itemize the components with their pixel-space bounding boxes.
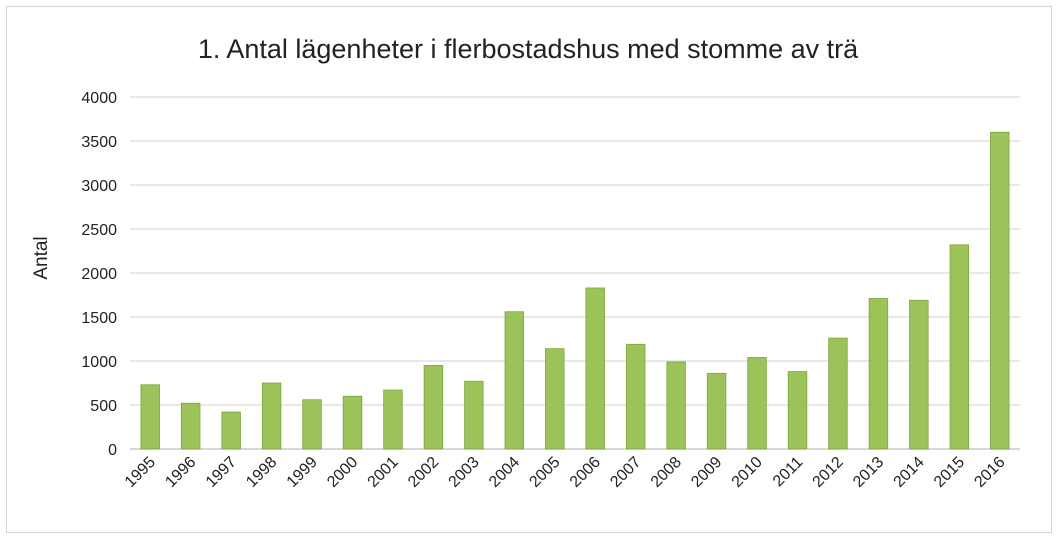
x-tick-label: 1996: [162, 454, 199, 491]
x-tick-label: 2013: [850, 454, 887, 491]
bar-1999: [302, 399, 322, 450]
x-tick-label: 2001: [365, 454, 402, 491]
bar-2013: [868, 298, 889, 450]
x-tick-label: 2008: [648, 454, 685, 491]
bar-2001: [383, 389, 403, 450]
x-tick-label: 2007: [607, 454, 644, 491]
y-tick-labels: 0 500 1000 1500 2000 2500 3000 3500 4000: [81, 90, 117, 459]
x-tick-label: 2016: [971, 454, 1008, 491]
bar-2002: [423, 364, 444, 450]
x-tick-label: 2003: [446, 454, 483, 491]
y-tick-label: 500: [90, 398, 117, 415]
bar-2007: [625, 343, 646, 450]
y-tick-label: 2000: [81, 266, 117, 283]
x-tick-labels: 1995 1996 1997 1998 1999 2000 2001 2002 2003 2004…: [122, 454, 1009, 491]
y-tick-label: 3000: [81, 178, 117, 195]
bars: [140, 131, 1010, 450]
bar-2012: [828, 337, 848, 450]
x-tick-label: 2004: [486, 454, 523, 491]
y-tick-label: 3500: [81, 134, 117, 151]
bar-2000: [342, 395, 363, 450]
y-tick-label: 1000: [81, 354, 117, 371]
bar-2016: [990, 131, 1010, 450]
bar-2010: [747, 357, 767, 450]
x-tick-label: 2006: [567, 454, 604, 491]
x-tick-label: 1997: [203, 454, 240, 491]
x-tick-label: 2005: [526, 454, 563, 491]
x-tick-label: 1998: [243, 454, 280, 491]
y-tick-label: 4000: [81, 90, 117, 107]
y-tick-label: 2500: [81, 222, 117, 239]
y-tick-label: 0: [108, 442, 117, 459]
bar-2015: [949, 244, 970, 450]
x-tick-label: 2002: [405, 454, 442, 491]
chart-title: 1. Antal lägenheter i flerbostadshus med…: [198, 34, 859, 64]
bar-1998: [261, 382, 282, 450]
x-tick-label: 2012: [810, 454, 847, 491]
bar-2004: [504, 311, 525, 450]
y-axis-label: Antal: [31, 236, 52, 279]
x-tick-label: 2010: [729, 454, 766, 491]
x-tick-label: 2015: [931, 454, 968, 491]
x-tick-label: 1995: [122, 454, 159, 491]
bar-2008: [666, 361, 686, 450]
bar-2006: [585, 287, 605, 450]
bar-2011: [787, 371, 808, 450]
x-tick-label: 1999: [284, 454, 321, 491]
bar-2014: [909, 299, 929, 450]
bar-2003: [464, 380, 484, 450]
y-tick-label: 1500: [81, 310, 117, 327]
bar-2005: [545, 348, 565, 450]
x-tick-label: 2009: [688, 454, 725, 491]
x-tick-label: 2000: [324, 454, 361, 491]
bar-1995: [140, 384, 160, 450]
x-tick-label: 2011: [770, 454, 806, 490]
bar-2009: [706, 372, 727, 450]
bar-1997: [221, 411, 241, 450]
bar-1996: [180, 402, 201, 450]
x-tick-label: 2014: [891, 454, 928, 491]
